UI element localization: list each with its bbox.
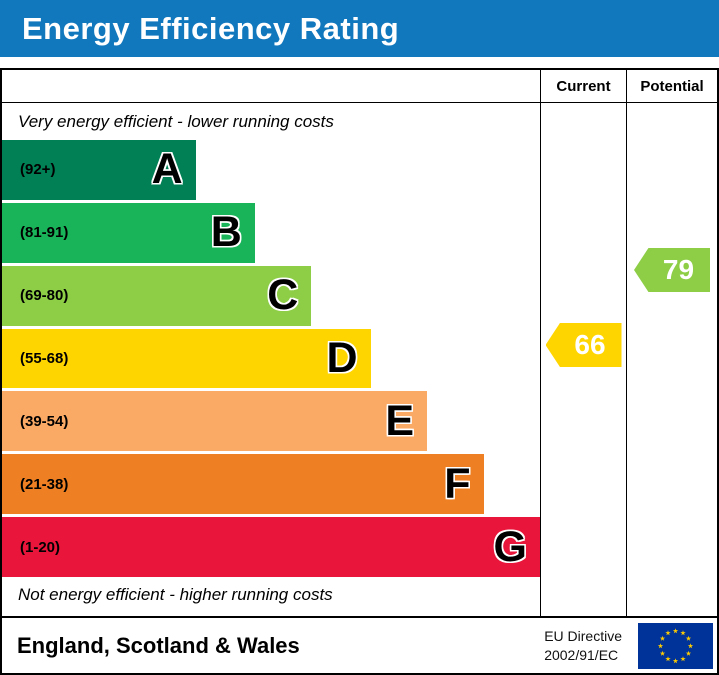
band-bar-d: (55-68) D	[2, 328, 371, 389]
band-row-d: (55-68) D	[2, 328, 540, 389]
bands-area: Very energy efficient - lower running co…	[2, 103, 540, 616]
band-bar-e: (39-54) E	[2, 391, 428, 452]
eu-directive-line1: EU Directive	[544, 628, 622, 645]
band-bar-f: (21-38) F	[2, 454, 484, 515]
page-title: Energy Efficiency Rating	[22, 10, 400, 46]
band-letter: G	[493, 522, 527, 571]
eu-directive-line2: 2002/91/EC	[544, 646, 619, 663]
band-range-label: (69-80)	[20, 287, 69, 305]
potential-rating-value: 79	[662, 254, 695, 285]
band-range-label: (81-91)	[20, 224, 69, 242]
band-letter: E	[385, 396, 415, 445]
band-range-label: (1-20)	[20, 538, 61, 556]
current-rating-value: 66	[574, 329, 606, 360]
bottom-note: Not energy efficient - higher running co…	[18, 585, 333, 604]
current-column-header: Current	[540, 70, 626, 103]
eu-flag	[638, 622, 713, 669]
band-bar-b: (81-91) B	[2, 202, 255, 263]
band-letter: C	[267, 271, 299, 320]
footer: England, Scotland & Wales EU Directive 2…	[0, 618, 719, 675]
potential-rating-pointer: 79	[634, 248, 710, 292]
band-letter: B	[210, 208, 242, 257]
chart-title-bar: Energy Efficiency Rating	[0, 0, 719, 57]
band-bar-a: (92+) A	[2, 140, 196, 200]
band-row-e: (39-54) E	[2, 391, 540, 452]
band-bar-g: (1-20) G	[2, 517, 540, 578]
band-range-label: (39-54)	[20, 412, 69, 430]
potential-column: 79	[626, 103, 717, 616]
band-row-a: (92+) A	[2, 140, 540, 200]
bands: (92+) A (81-91) B (69-80) C	[2, 139, 540, 578]
band-bar-c: (69-80) C	[2, 265, 312, 326]
top-note: Very energy efficient - lower running co…	[18, 112, 334, 131]
title-gap	[0, 57, 719, 68]
band-letter: D	[326, 334, 358, 382]
current-column: 66	[540, 103, 626, 616]
header-spacer	[2, 70, 540, 103]
band-row-c: (69-80) C	[2, 265, 540, 326]
rating-chart: Current Potential Very energy efficient …	[0, 68, 719, 618]
band-letter: A	[151, 145, 183, 194]
band-row-g: (1-20) G	[2, 517, 540, 578]
band-range-label: (21-38)	[20, 475, 69, 493]
band-row-b: (81-91) B	[2, 202, 540, 263]
band-letter: F	[444, 459, 471, 508]
band-range-label: (92+)	[20, 161, 56, 179]
potential-column-header: Potential	[626, 70, 717, 103]
band-range-label: (55-68)	[20, 350, 69, 367]
eu-directive-label: EU Directive 2002/91/EC	[544, 627, 622, 663]
region-label: England, Scotland & Wales	[17, 632, 300, 658]
band-row-f: (21-38) F	[2, 454, 540, 515]
current-rating-pointer: 66	[545, 323, 622, 367]
